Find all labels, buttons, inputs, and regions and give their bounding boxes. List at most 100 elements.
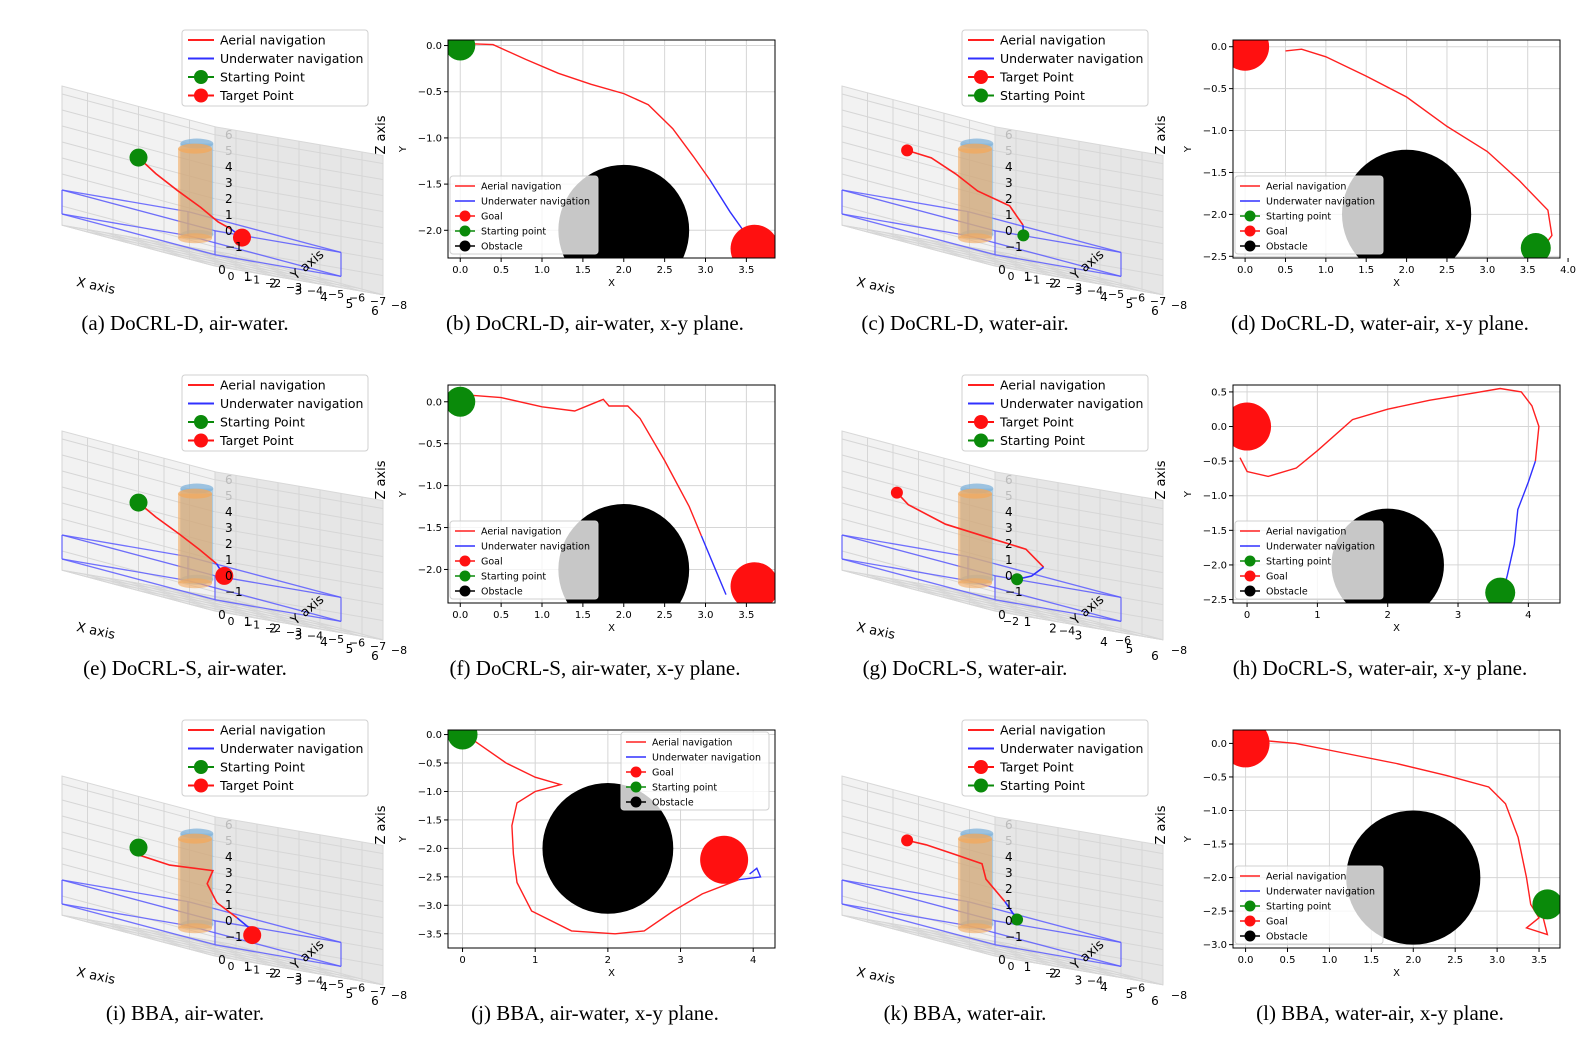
aerial-path (468, 43, 711, 180)
x-tick-label: 3.0 (698, 265, 714, 276)
orange-cylinder-top (178, 488, 213, 499)
z-tick-label: 0 (1005, 569, 1013, 583)
aerial-path (472, 739, 739, 935)
grid-y-floor (883, 576, 1038, 619)
grid-y-floor (841, 224, 996, 267)
x-tick-label: 2 (269, 277, 277, 291)
legend-label: Underwater navigation (652, 753, 761, 764)
grid-y-floor (862, 573, 1017, 616)
underwater-path (700, 535, 727, 595)
x-tick-label: 2 (1385, 610, 1391, 621)
grid-y-floor (967, 936, 1122, 979)
x-tick-label: 3 (1455, 610, 1461, 621)
y-tick-label: −3.0 (1203, 940, 1227, 951)
z-tick-label: −1 (1005, 930, 1023, 944)
legend-label: Underwater navigation (1000, 51, 1143, 66)
aerial-path (906, 839, 1006, 903)
z-tick-label: 5 (225, 489, 233, 503)
grid-y-floor (988, 939, 1143, 982)
orange-cylinder-bottom (958, 578, 993, 589)
y-tick-label: −1.5 (1203, 168, 1227, 179)
grid-y-floor (925, 239, 1080, 281)
x-tick-label: 4 (1100, 635, 1108, 649)
legend-label: Goal (1266, 227, 1288, 238)
x-tick-label: 2.5 (1439, 265, 1455, 276)
y-tick-label: −6 (1129, 292, 1145, 305)
grid-y-floor (841, 569, 996, 612)
x-tick-label: 2 (269, 622, 277, 636)
grid-y-floor (904, 580, 1059, 623)
legend-box (449, 175, 599, 255)
x-tick-label: 1 (1024, 270, 1032, 284)
legend-box (961, 374, 1149, 452)
legend-marker-swatch (974, 433, 988, 448)
aerial-path (1285, 48, 1553, 247)
z-axis-label: Z axis (374, 805, 389, 844)
y-tick-label: −0.5 (418, 87, 442, 98)
y-tick-label: −1 (1024, 274, 1040, 287)
y-tick-label: 0 (228, 270, 235, 283)
water-box-edge (841, 558, 996, 601)
legend-marker-swatch (1244, 240, 1256, 252)
start-point-marker (448, 386, 476, 417)
grid-y-floor (82, 228, 237, 271)
y-tick-label: −5 (328, 288, 344, 301)
x-axis-label: X (1393, 278, 1400, 289)
water-box-edge (214, 944, 342, 968)
water-box-edge (841, 879, 969, 903)
x-tick-label: 3 (295, 973, 303, 987)
y-tick-label: −1 (244, 274, 260, 287)
grid-y-floor (208, 594, 363, 637)
trajectory-start-marker (129, 493, 148, 512)
x-tick-label: 0 (1244, 610, 1250, 621)
z-tick-label: 2 (1005, 192, 1013, 206)
y-tick-label: 0.5 (1211, 387, 1227, 398)
legend-marker-swatch (630, 781, 642, 793)
x-tick-label: 1 (244, 615, 252, 629)
goal-marker (730, 224, 775, 258)
x-tick-label: 6 (371, 304, 379, 318)
grid-y-floor (925, 929, 1080, 971)
z-tick-label: 1 (225, 553, 233, 567)
legend-marker-swatch (459, 240, 471, 252)
trajectory-end-marker (215, 566, 234, 585)
figure-caption: (e) DoCRL-S, air-water. (83, 656, 287, 680)
x-axis-label: X (608, 278, 615, 289)
legend-label: Obstacle (1266, 242, 1308, 253)
y-tick-label: −1.0 (418, 133, 442, 144)
y-axis-label: Y (398, 835, 409, 843)
y-tick-label: −2.5 (1203, 252, 1227, 263)
y-tick-label: −4 (1087, 284, 1103, 297)
panel-j: 0 1 2 3 4 0.0 −0.5 −1.0 −1.5 −2.0 −2.5 −3.0 −3.5 X Y Ae… (398, 729, 776, 1025)
grid-z-back (841, 438, 996, 481)
water-box-edge (994, 944, 1122, 968)
grid-y-floor (862, 228, 1017, 271)
grid-y-floor (967, 591, 1122, 634)
z-tick-label: 2 (1005, 882, 1013, 896)
x-tick-label: 2.5 (657, 610, 673, 621)
x-tick-label: 6 (1151, 304, 1159, 318)
x-axis-label: X axis (855, 620, 897, 643)
legend-label: Aerial navigation (1266, 182, 1346, 193)
x-tick-label: 5 (1126, 297, 1134, 311)
x-tick-label: 4 (750, 955, 756, 966)
y-tick-label: −2.0 (1203, 873, 1227, 884)
legend-marker-swatch (194, 433, 208, 448)
y-tick-label: −8 (1171, 644, 1187, 657)
y-tick-label: −1.0 (1203, 126, 1227, 137)
z-tick-label: 5 (1005, 144, 1013, 158)
z-tick-label: 5 (225, 144, 233, 158)
x-tick-label: 3 (1075, 283, 1083, 297)
z-tick-label: 1 (1005, 553, 1013, 567)
y-tick-label: −6 (349, 292, 365, 305)
x-tick-label: 4 (320, 980, 328, 994)
legend-marker-swatch (1244, 585, 1256, 597)
plot-area (448, 730, 775, 948)
y-tick-label: 0.0 (426, 41, 442, 52)
legend-marker-swatch (1244, 210, 1256, 222)
x-tick-label: 5 (346, 642, 354, 656)
water-box-edge (61, 903, 189, 927)
z-tick-label: 0 (1005, 224, 1013, 238)
